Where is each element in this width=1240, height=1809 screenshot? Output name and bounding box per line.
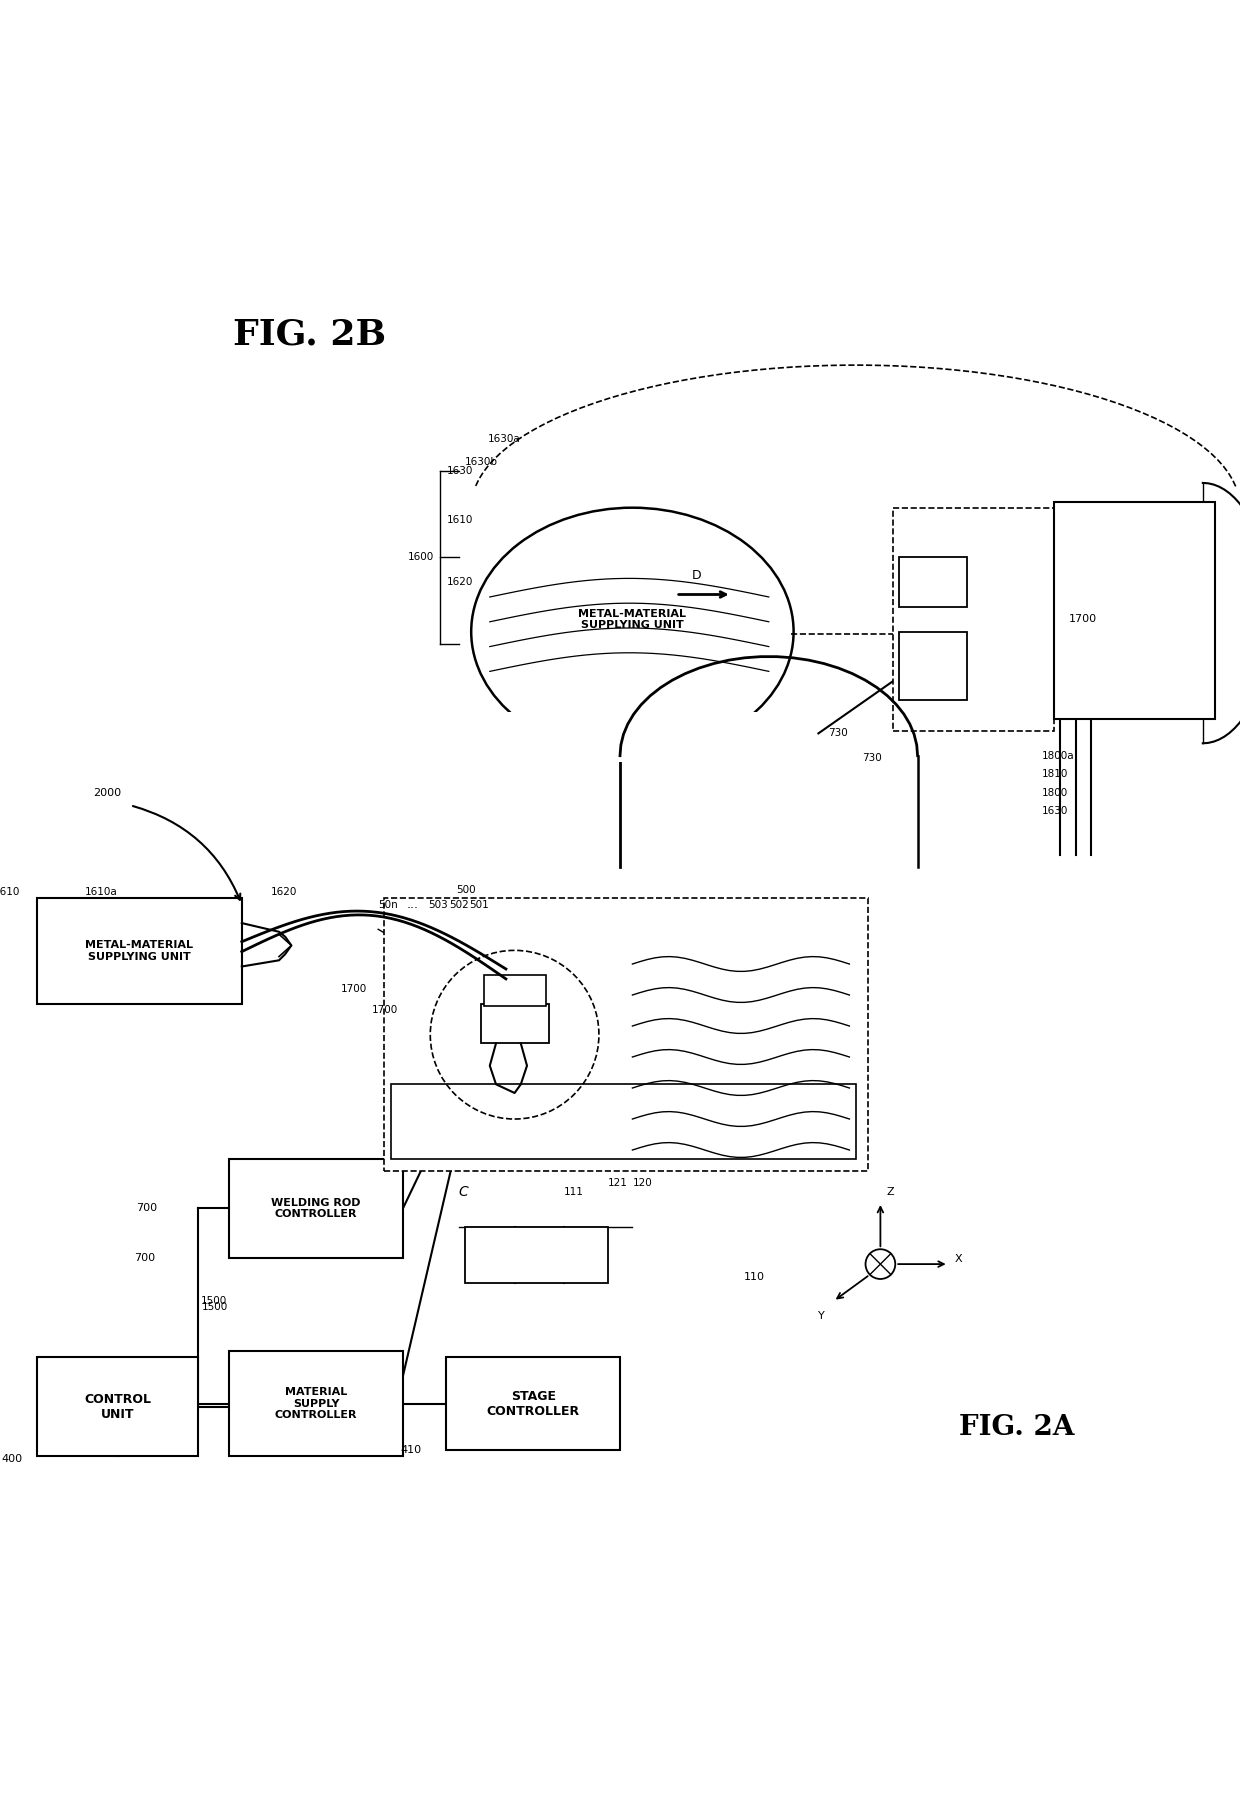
Bar — [391, 1084, 856, 1160]
Text: 410: 410 — [401, 1445, 422, 1454]
Text: 730: 730 — [862, 753, 882, 763]
Text: 1610: 1610 — [446, 516, 472, 525]
Text: 1620: 1620 — [270, 886, 296, 897]
Text: 1500: 1500 — [201, 1297, 227, 1306]
Text: 1600: 1600 — [408, 552, 434, 563]
Bar — [899, 557, 967, 606]
Text: 1800a: 1800a — [1042, 751, 1074, 762]
Text: METAL-MATERIAL
SUPPLYING UNIT: METAL-MATERIAL SUPPLYING UNIT — [86, 941, 193, 962]
Text: 400: 400 — [1, 1454, 22, 1463]
Bar — [229, 1351, 403, 1456]
Text: 120: 120 — [632, 1178, 652, 1189]
Text: 1610a: 1610a — [84, 886, 117, 897]
Text: C: C — [459, 1185, 469, 1199]
Text: METAL-MATERIAL
SUPPLYING UNIT: METAL-MATERIAL SUPPLYING UNIT — [578, 608, 687, 630]
Text: 503: 503 — [428, 899, 448, 910]
Text: 1620: 1620 — [446, 577, 472, 588]
Text: CONTROL
UNIT: CONTROL UNIT — [84, 1393, 151, 1420]
Text: 1630: 1630 — [446, 465, 472, 476]
Bar — [37, 899, 242, 1004]
Bar — [484, 975, 546, 1006]
Text: 730: 730 — [828, 729, 848, 738]
Text: 1630b: 1630b — [465, 458, 498, 467]
Bar — [1060, 526, 1110, 575]
Text: D: D — [692, 570, 702, 582]
Text: 1700: 1700 — [372, 1006, 398, 1015]
Bar — [384, 899, 868, 1170]
Bar — [893, 508, 1054, 731]
Text: 1800: 1800 — [1042, 789, 1068, 798]
Text: WELDING ROD
CONTROLLER: WELDING ROD CONTROLLER — [272, 1198, 361, 1219]
Ellipse shape — [471, 508, 794, 756]
Bar — [899, 631, 967, 700]
Bar — [1060, 595, 1110, 644]
Bar — [1060, 662, 1110, 713]
Text: Z: Z — [887, 1187, 894, 1198]
Text: 50n: 50n — [378, 899, 398, 910]
Text: 2000: 2000 — [93, 789, 122, 798]
Text: 1630a: 1630a — [487, 434, 520, 445]
Bar — [1054, 501, 1215, 718]
Text: Y: Y — [818, 1312, 825, 1321]
Text: 502: 502 — [449, 899, 469, 910]
Bar — [229, 1160, 403, 1257]
Text: FIG. 2A: FIG. 2A — [959, 1415, 1075, 1442]
Bar — [465, 1227, 608, 1283]
Text: MATERIAL
SUPPLY
CONTROLLER: MATERIAL SUPPLY CONTROLLER — [275, 1388, 357, 1420]
Text: 1700: 1700 — [341, 984, 367, 993]
Text: 1610: 1610 — [0, 886, 20, 897]
Bar — [446, 1357, 620, 1451]
Text: 121: 121 — [608, 1178, 627, 1189]
Bar — [37, 1357, 198, 1456]
Text: 1810: 1810 — [1042, 769, 1068, 780]
Text: 111: 111 — [564, 1187, 584, 1198]
Text: FIG. 2B: FIG. 2B — [233, 317, 387, 351]
Text: 1700: 1700 — [1069, 615, 1097, 624]
Text: 1630: 1630 — [1042, 807, 1068, 816]
Text: X: X — [955, 1254, 962, 1264]
Text: 501: 501 — [469, 899, 489, 910]
Bar — [471, 713, 800, 762]
Text: 110: 110 — [744, 1272, 765, 1281]
Text: 700: 700 — [134, 1254, 155, 1263]
Bar — [481, 1004, 549, 1044]
Text: 500: 500 — [456, 885, 476, 895]
Text: 700: 700 — [136, 1203, 157, 1214]
Text: 1500: 1500 — [202, 1302, 228, 1313]
Text: STAGE
CONTROLLER: STAGE CONTROLLER — [486, 1389, 580, 1418]
Text: ...: ... — [407, 897, 419, 912]
